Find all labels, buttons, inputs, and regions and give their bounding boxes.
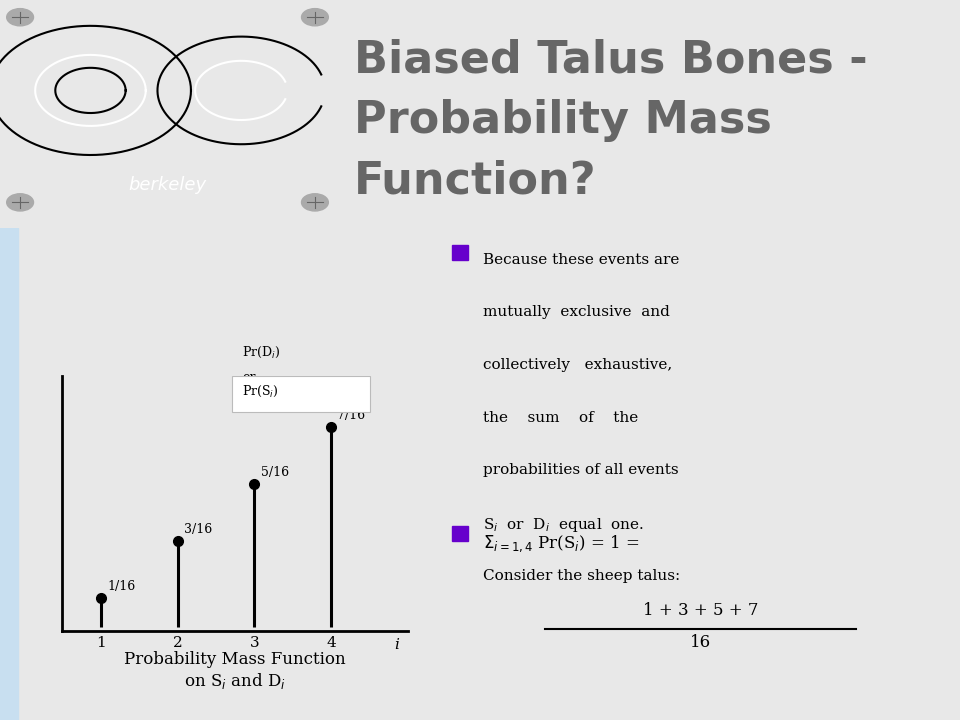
Text: Function?: Function?: [354, 159, 597, 202]
Circle shape: [301, 9, 328, 26]
Text: 16: 16: [690, 634, 711, 651]
Bar: [452, 526, 468, 541]
Text: Pr(S$_i$): Pr(S$_i$): [242, 384, 278, 399]
Text: S$_i$  or  D$_i$  equal  one.: S$_i$ or D$_i$ equal one.: [483, 516, 644, 534]
Text: Because these events are: Because these events are: [483, 253, 680, 267]
Text: 1/16: 1/16: [107, 580, 135, 593]
Circle shape: [7, 9, 34, 26]
Text: i: i: [395, 639, 399, 652]
Text: berkeley: berkeley: [129, 176, 206, 194]
Text: Probability Mass: Probability Mass: [354, 99, 772, 142]
Text: Consider the sheep talus:: Consider the sheep talus:: [483, 569, 681, 582]
Text: Biased Talus Bones -: Biased Talus Bones -: [354, 39, 868, 82]
Text: 7/16: 7/16: [337, 409, 366, 422]
Text: collectively   exhaustive,: collectively exhaustive,: [483, 358, 672, 372]
Bar: [452, 246, 468, 260]
Text: 1 + 3 + 5 + 7: 1 + 3 + 5 + 7: [643, 602, 758, 619]
Text: Pr(D$_i$): Pr(D$_i$): [242, 345, 280, 360]
Text: or: or: [242, 371, 255, 384]
Circle shape: [301, 194, 328, 211]
Circle shape: [7, 194, 34, 211]
Text: the    sum    of    the: the sum of the: [483, 410, 638, 425]
Text: mutually  exclusive  and: mutually exclusive and: [483, 305, 670, 320]
Text: 3/16: 3/16: [183, 523, 212, 536]
Bar: [0, 228, 18, 720]
Text: $\Sigma_{i=1,4}$ Pr(S$_i$) = 1 =: $\Sigma_{i=1,4}$ Pr(S$_i$) = 1 =: [483, 533, 639, 554]
FancyBboxPatch shape: [231, 376, 370, 412]
Text: probabilities of all events: probabilities of all events: [483, 463, 679, 477]
Text: 5/16: 5/16: [260, 466, 289, 479]
Text: Probability Mass Function
on S$_i$ and D$_i$: Probability Mass Function on S$_i$ and D…: [125, 652, 346, 691]
